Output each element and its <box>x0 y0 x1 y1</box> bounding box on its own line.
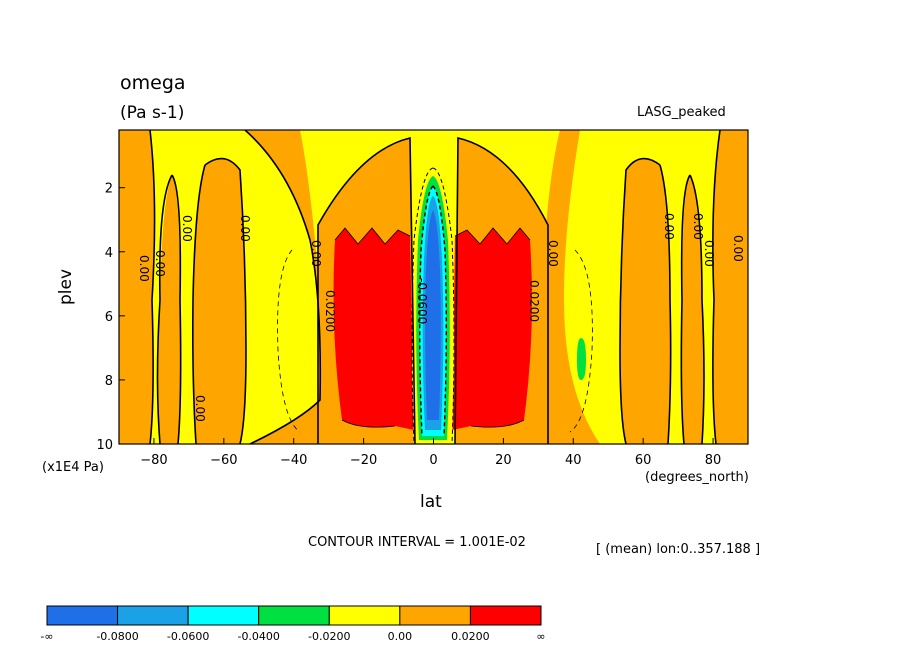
x-axis-units: (degrees_north) <box>645 470 749 485</box>
x-tick-label: 20 <box>495 453 512 468</box>
contour-label-0: 0.00 <box>662 213 676 240</box>
colorbar-label: -0.0400 <box>237 630 279 643</box>
contour-label-002: 0.0200 <box>527 280 541 322</box>
colorbar-swatch <box>399 605 471 626</box>
y-tick-label: 4 <box>105 246 113 261</box>
colorbar-label: 0.00 <box>388 630 413 643</box>
contour-labels: 0.00 0.00 0.00 0.00 0.00 0.00 0.00 0.00 … <box>137 213 745 422</box>
colorbar-swatch <box>258 605 330 626</box>
contour-label-0: 0.00 <box>546 240 560 267</box>
colorbar <box>46 605 542 626</box>
chart-units: (Pa s-1) <box>120 103 185 123</box>
contour-field <box>119 130 748 444</box>
x-tick-label: 80 <box>705 453 722 468</box>
contour-label-0: 0.00 <box>309 240 323 267</box>
colorbar-label: -0.0800 <box>96 630 138 643</box>
y-tick-label: 10 <box>96 438 113 453</box>
colorbar-labels: -∞ -0.0800 -0.0600 -0.0400 -0.0200 0.00 0.0200… <box>40 630 545 643</box>
y-tick-label: 8 <box>105 374 113 389</box>
x-tick-label: −40 <box>280 453 307 468</box>
x-tick-label: −20 <box>350 453 377 468</box>
colorbar-swatch <box>328 605 401 626</box>
dataset-label: LASG_peaked <box>637 105 726 120</box>
x-axis-title: lat <box>420 492 442 512</box>
x-tick-label: 40 <box>565 453 582 468</box>
contour-label-0: 0.00 <box>691 213 705 240</box>
colorbar-label: -0.0200 <box>308 630 350 643</box>
x-tick-labels: −80 −60 −40 −20 0 20 40 60 80 <box>140 453 721 468</box>
colorbar-swatch <box>469 605 542 626</box>
y-tick-labels: 2 4 6 8 10 <box>96 182 113 453</box>
contour-label-002: 0.0200 <box>323 290 337 332</box>
x-tick-label: −80 <box>140 453 167 468</box>
contour-label-0: 0.00 <box>731 235 745 262</box>
contour-label-0: 0.00 <box>153 250 167 277</box>
colorbar-swatch <box>187 605 260 626</box>
y-axis-units: (x1E4 Pa) <box>42 460 104 475</box>
x-tick-label: −60 <box>210 453 237 468</box>
colorbar-label: -0.0600 <box>167 630 209 643</box>
colorbar-label: -∞ <box>40 630 53 643</box>
contour-label-0: 0.00 <box>702 240 716 267</box>
contour-label-0: 0.00 <box>193 395 207 422</box>
contour-label-0: 0.00 <box>180 215 194 242</box>
colorbar-swatch <box>46 605 119 626</box>
colorbar-label: 0.0200 <box>451 630 490 643</box>
colorbar-label: ∞ <box>536 630 545 643</box>
y-tick-label: 6 <box>105 310 113 325</box>
contour-label-neg006: -0.0600 <box>415 278 429 324</box>
mean-note: [ (mean) lon:0..357.188 ] <box>596 542 761 557</box>
contour-label-0: 0.00 <box>238 215 252 242</box>
chart-title: omega <box>120 72 186 94</box>
x-tick-label: 0 <box>429 453 437 468</box>
x-tick-label: 60 <box>635 453 652 468</box>
y-tick-label: 2 <box>105 182 113 197</box>
contour-label-0: 0.00 <box>137 255 151 282</box>
contour-interval-note: CONTOUR INTERVAL = 1.001E-02 <box>308 535 526 550</box>
colorbar-swatch <box>117 605 189 626</box>
